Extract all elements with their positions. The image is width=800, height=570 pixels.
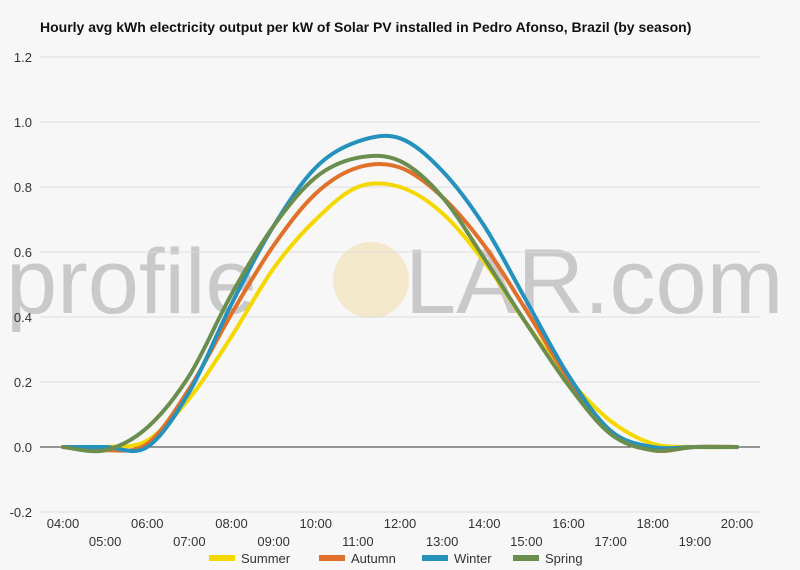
legend-label-autumn: Autumn bbox=[351, 551, 396, 566]
x-tick-label: 15:00 bbox=[510, 534, 543, 549]
x-tick-label: 09:00 bbox=[257, 534, 290, 549]
watermark: profile LAR.com bbox=[6, 231, 783, 333]
series-lines bbox=[61, 133, 739, 454]
chart-title: Hourly avg kWh electricity output per kW… bbox=[40, 19, 692, 35]
series-line-spring bbox=[61, 153, 739, 454]
y-tick-label: -0.2 bbox=[10, 505, 32, 520]
x-tick-label: 04:00 bbox=[47, 516, 80, 531]
legend-label-summer: Summer bbox=[241, 551, 291, 566]
watermark-text-part1: profile bbox=[6, 231, 257, 333]
x-axis: 04:00 05:00 06:00 07:00 08:00 09:00 10:00 11:00… bbox=[47, 516, 754, 549]
y-tick-label: 0.2 bbox=[14, 375, 32, 390]
y-tick-label: 0.6 bbox=[14, 245, 32, 260]
x-tick-label: 08:00 bbox=[215, 516, 248, 531]
legend-label-spring: Spring bbox=[545, 551, 583, 566]
x-tick-label: 14:00 bbox=[468, 516, 501, 531]
x-tick-label: 19:00 bbox=[679, 534, 712, 549]
x-tick-label: 16:00 bbox=[552, 516, 585, 531]
y-tick-label: 0.8 bbox=[14, 180, 32, 195]
x-tick-label: 20:00 bbox=[721, 516, 754, 531]
x-tick-label: 18:00 bbox=[636, 516, 669, 531]
x-tick-label: 11:00 bbox=[342, 534, 374, 549]
y-tick-label: 0.4 bbox=[14, 310, 32, 325]
y-axis: -0.2 0.0 0.2 0.4 0.6 0.8 1.0 1.2 bbox=[10, 50, 32, 520]
x-tick-label: 07:00 bbox=[173, 534, 206, 549]
legend-label-winter: Winter bbox=[454, 551, 492, 566]
series-line-winter bbox=[61, 133, 739, 454]
y-tick-label: 1.0 bbox=[14, 115, 32, 130]
x-tick-label: 13:00 bbox=[426, 534, 459, 549]
y-tick-label: 0.0 bbox=[14, 440, 32, 455]
x-tick-label: 06:00 bbox=[131, 516, 164, 531]
x-tick-label: 10:00 bbox=[299, 516, 332, 531]
x-tick-label: 05:00 bbox=[89, 534, 122, 549]
x-tick-label: 12:00 bbox=[384, 516, 417, 531]
legend: Summer Autumn Winter Spring bbox=[209, 551, 583, 566]
watermark-sun-icon bbox=[333, 242, 409, 318]
y-tick-label: 1.2 bbox=[14, 50, 32, 65]
x-tick-label: 17:00 bbox=[594, 534, 627, 549]
watermark-text-part2: LAR.com bbox=[405, 231, 783, 333]
